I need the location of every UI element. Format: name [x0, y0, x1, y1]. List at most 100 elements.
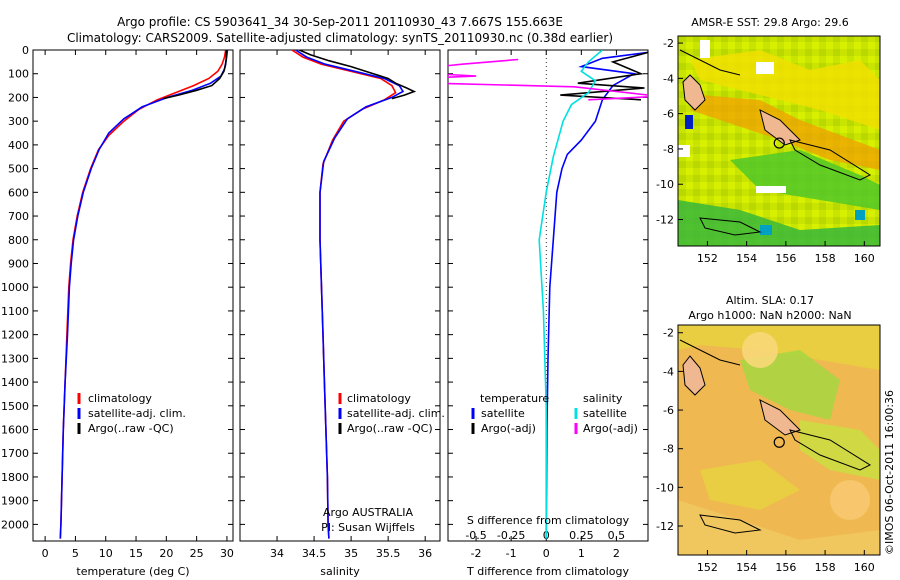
y-tick-label: 1800 — [1, 471, 29, 484]
map-x-tick-label: 152 — [697, 252, 718, 265]
x-tick-label: 15 — [129, 547, 143, 560]
map-y-tick-label: -12 — [656, 520, 674, 533]
depth-axis-ticks: 0 100 200 300 400 500 600 700 800 900 1000 1100 1200… — [1, 44, 233, 531]
y-tick-label: 200 — [8, 91, 29, 104]
x-tick-label: 36 — [418, 547, 432, 560]
t-difference-axis-ticks: -2 -1 0 1 2 — [471, 50, 620, 560]
y-tick-label: 1000 — [1, 281, 29, 294]
x-tick-label: 1 — [578, 547, 585, 560]
temperature-plot-frame — [32, 49, 234, 542]
salinity-depth-ticks — [240, 49, 440, 525]
temperature-axis-ticks: 0 5 10 15 20 25 30 — [42, 50, 234, 560]
difference-series — [448, 50, 648, 539]
legend-label-argo: Argo(..raw -QC) — [347, 422, 433, 435]
y-tick-label: 400 — [8, 139, 29, 152]
y-tick-label: 1200 — [1, 329, 29, 342]
y-tick-label: 1500 — [1, 400, 29, 413]
sla-map-subtitle: Argo h1000: NaN h2000: NaN — [688, 309, 851, 322]
y-tick-label: 800 — [8, 234, 29, 247]
chart-title-line1: Argo profile: CS 5903641_34 30-Sep-2011 … — [117, 15, 563, 29]
temperature-panel: 0100200300400500600700800900100011001200… — [1, 44, 234, 578]
sst-map-frame — [677, 35, 881, 247]
y-tick-label: 1600 — [1, 424, 29, 437]
series-line — [560, 51, 648, 101]
sla-map-axis-ticks: 152 154 156 158 160 -2 -4 -6 -8 -10 -12 — [656, 327, 875, 574]
argo-position-marker — [773, 436, 785, 448]
x-tick-label: 0 — [42, 547, 49, 560]
sst-map-title: AMSR-E SST: 29.8 Argo: 29.6 — [691, 16, 849, 29]
x-tick-label: -2 — [471, 547, 482, 560]
series-line — [163, 50, 228, 100]
y-tick-label: 1100 — [1, 305, 29, 318]
t-difference-x-label: T difference from climatology — [466, 565, 629, 578]
map-y-tick-label: -10 — [656, 178, 674, 191]
sst-map-axis-ticks: 152 154 156 158 160 -2 -4 -6 -8 -10 -12 — [656, 37, 875, 265]
difference-plot-frame — [447, 49, 649, 542]
imos-watermark: ©IMOS 06-Oct-2011 16:00:36 — [883, 390, 896, 555]
map-y-tick-label: -8 — [663, 143, 674, 156]
sst-map-field — [678, 36, 880, 246]
temperature-legend: climatology satellite-adj. clim. Argo(..… — [77, 392, 186, 435]
salinity-legend: climatology satellite-adj. clim. Argo(..… — [338, 392, 445, 435]
y-tick-label: 600 — [8, 186, 29, 199]
map-x-tick-label: 160 — [854, 252, 875, 265]
legend-label-satellite: satellite-adj. clim. — [347, 407, 445, 420]
map-x-tick-label: 156 — [775, 252, 796, 265]
x-tick-label: 2 — [613, 547, 620, 560]
difference-legend: temperature satellite Argo(-adj) salinit… — [471, 392, 638, 435]
legend-label-argo: Argo(..raw -QC) — [88, 422, 174, 435]
y-tick-label: 1300 — [1, 352, 29, 365]
x-tick-label: 20 — [159, 547, 173, 560]
map-x-tick-label: 154 — [736, 252, 757, 265]
legend-label-s-argo: Argo(-adj) — [583, 422, 638, 435]
legend-label-satellite: satellite-adj. clim. — [88, 407, 186, 420]
map-y-tick-label: -6 — [663, 404, 674, 417]
y-tick-label: 500 — [8, 163, 29, 176]
sla-map-panel: Altim. SLA: 0.17 Argo h1000: NaN h2000: … — [656, 294, 881, 574]
series-line — [295, 50, 405, 539]
salinity-annotation-line2: PI: Susan Wijffels — [321, 521, 415, 534]
sla-map-frame — [677, 324, 881, 556]
map-x-tick-label: 152 — [697, 561, 718, 574]
sla-map-title: Altim. SLA: 0.17 — [726, 294, 814, 307]
temperature-series — [59, 50, 229, 539]
y-tick-label: 900 — [8, 257, 29, 270]
map-y-tick-label: -4 — [663, 365, 674, 378]
x-tick-label: 34 — [270, 547, 284, 560]
s-tick-label: 0.25 — [569, 529, 594, 542]
legend-label-s-satellite: satellite — [583, 407, 627, 420]
legend-label-t-satellite: satellite — [481, 407, 525, 420]
x-tick-label: 30 — [220, 547, 234, 560]
map-x-tick-label: 158 — [815, 252, 836, 265]
map-y-tick-label: -4 — [663, 72, 674, 85]
series-line — [538, 50, 603, 539]
map-y-tick-label: -12 — [656, 214, 674, 227]
series-line — [298, 50, 417, 100]
legend-label-t-argo: Argo(-adj) — [481, 422, 536, 435]
map-x-tick-label: 160 — [854, 561, 875, 574]
series-line — [448, 58, 648, 101]
x-tick-label: 10 — [99, 547, 113, 560]
x-tick-label: -1 — [506, 547, 517, 560]
salinity-annotation-line1: Argo AUSTRALIA — [323, 506, 413, 519]
legend-title-salinity: salinity — [583, 392, 623, 405]
map-y-tick-label: -10 — [656, 481, 674, 494]
sla-map-field — [678, 325, 880, 555]
legend-label-climatology: climatology — [347, 392, 411, 405]
map-y-tick-label: -2 — [663, 327, 674, 340]
temperature-x-label: temperature (deg C) — [76, 565, 189, 578]
legend-label-climatology: climatology — [88, 392, 152, 405]
series-line — [59, 50, 229, 539]
chart-title-line2: Climatology: CARS2009. Satellite-adjuste… — [67, 31, 613, 45]
map-y-tick-label: -8 — [663, 443, 674, 456]
y-tick-label: 1700 — [1, 447, 29, 460]
x-tick-label: 35 — [344, 547, 358, 560]
map-x-tick-label: 156 — [775, 561, 796, 574]
salinity-series — [291, 50, 417, 539]
salinity-plot-frame — [239, 49, 441, 542]
y-tick-label: 300 — [8, 115, 29, 128]
s-tick-label: 0.5 — [608, 529, 626, 542]
map-x-tick-label: 158 — [815, 561, 836, 574]
s-tick-label: -0.5 — [465, 529, 486, 542]
